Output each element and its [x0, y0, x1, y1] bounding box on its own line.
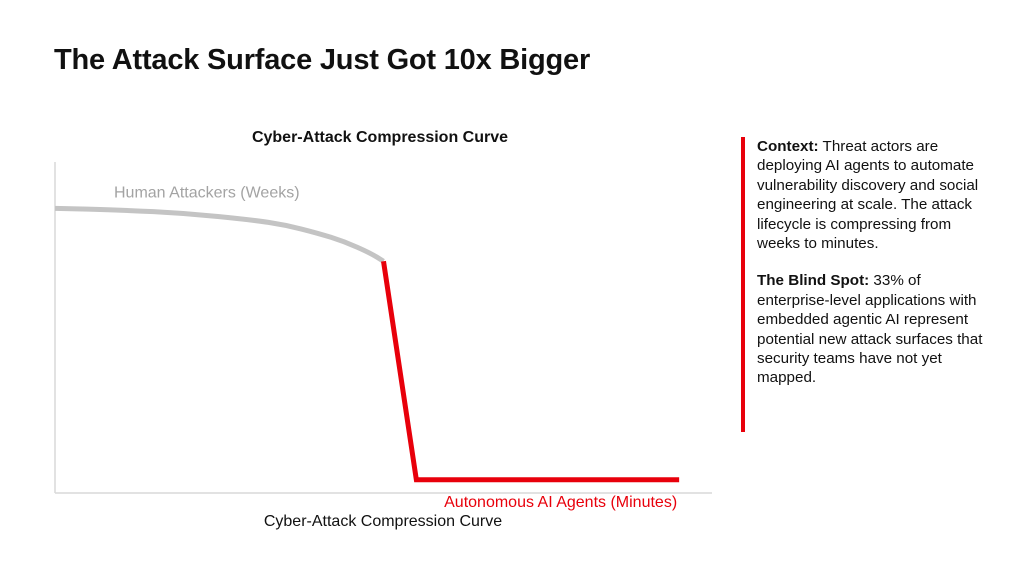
- ai-agents-label: Autonomous AI Agents (Minutes): [444, 494, 677, 511]
- human-attackers-series-line: [54, 205, 385, 264]
- context-panel: Context: Threat actors are deploying AI …: [741, 137, 991, 432]
- blind-spot-label: The Blind Spot:: [757, 272, 870, 290]
- slide-title: The Attack Surface Just Got 10x Bigger: [54, 44, 591, 76]
- blind-spot-text: 33% of enterprise-level applications wit…: [757, 272, 983, 387]
- chart-title: Cyber-Attack Compression Curve: [251, 129, 509, 146]
- context-text: Threat actors are deploying AI agents to…: [757, 138, 979, 253]
- human-attackers-label: Human Attackers (Weeks): [114, 184, 300, 201]
- blind-spot-paragraph: The Blind Spot: 33% of enterprise-level …: [757, 271, 991, 387]
- context-label: Context:: [757, 138, 819, 155]
- ai-agents-series-line: [381, 260, 680, 483]
- chart-caption: Cyber-Attack Compression Curve: [263, 513, 503, 530]
- context-paragraph: Context: Threat actors are deploying AI …: [757, 137, 991, 253]
